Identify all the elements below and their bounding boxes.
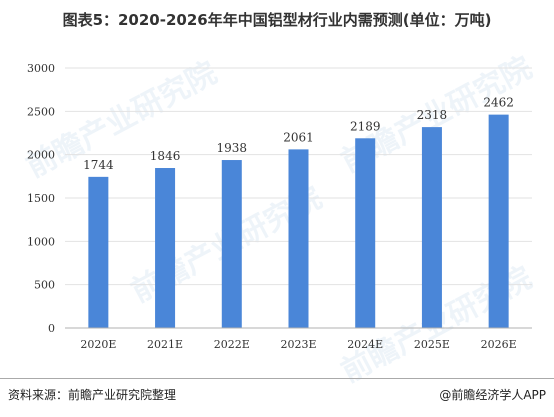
bar-chart: 0 500 1000 1500 2000 2500 3000 1744 1846 1938 206… bbox=[27, 62, 532, 351]
x-tick-label: 2026E bbox=[481, 338, 517, 351]
y-tick-label: 3000 bbox=[27, 62, 55, 75]
y-tick-label: 2000 bbox=[27, 149, 55, 162]
data-label: 2318 bbox=[417, 108, 448, 122]
data-labels: 1744 1846 1938 2061 2189 2318 2462 bbox=[83, 96, 514, 172]
x-tick-label: 2025E bbox=[414, 338, 450, 351]
data-label: 2061 bbox=[283, 130, 314, 144]
source-note: 资料来源：前瞻产业研究院整理 bbox=[8, 388, 177, 402]
bar bbox=[88, 176, 109, 328]
brand-credit: @前瞻经济学人APP bbox=[439, 388, 546, 402]
y-tick-label: 2500 bbox=[27, 105, 55, 118]
bar bbox=[221, 160, 242, 328]
data-label: 1846 bbox=[150, 149, 181, 163]
y-tick-label: 500 bbox=[34, 279, 55, 292]
data-label: 1938 bbox=[217, 141, 248, 155]
y-tick-label: 1500 bbox=[27, 192, 55, 205]
y-tick-label: 1000 bbox=[27, 235, 55, 248]
bar bbox=[488, 114, 509, 328]
data-label: 2189 bbox=[350, 119, 381, 133]
x-tick-label: 2024E bbox=[347, 338, 383, 351]
y-axis-ticks: 0 500 1000 1500 2000 2500 3000 bbox=[27, 62, 55, 335]
bar bbox=[355, 138, 376, 328]
x-tick-label: 2023E bbox=[280, 338, 316, 351]
bar bbox=[288, 149, 309, 328]
x-axis-ticks: 2020E 2021E 2022E 2023E 2024E 2025E 2026E bbox=[80, 338, 516, 351]
data-label: 1744 bbox=[83, 158, 114, 172]
data-label: 2462 bbox=[483, 96, 514, 110]
bars bbox=[88, 114, 509, 329]
footer-divider bbox=[0, 378, 554, 379]
y-tick-label: 0 bbox=[48, 322, 55, 335]
x-tick-label: 2022E bbox=[214, 338, 250, 351]
x-tick-label: 2020E bbox=[80, 338, 116, 351]
bar bbox=[155, 168, 176, 328]
bar bbox=[421, 127, 442, 329]
chart-title: 图表5：2020-2026年年中国铝型材行业内需预测(单位：万吨) bbox=[62, 11, 492, 29]
x-tick-label: 2021E bbox=[147, 338, 183, 351]
